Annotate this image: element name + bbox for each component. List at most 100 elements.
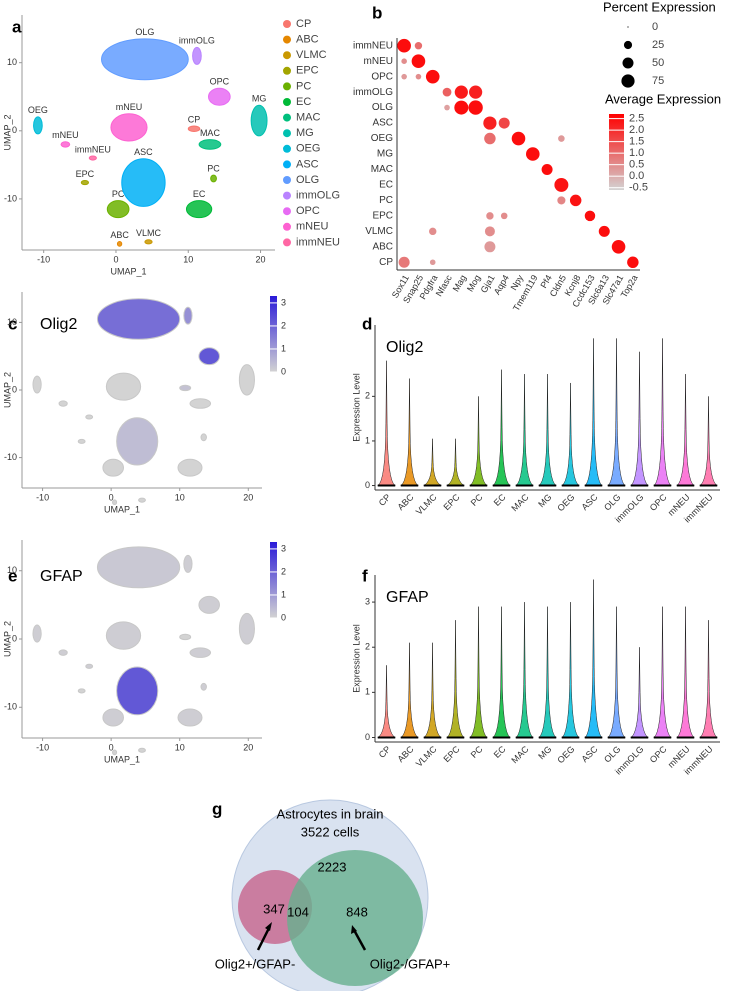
y-tick-label: 2 — [365, 642, 370, 652]
violin — [584, 338, 603, 486]
y-axis-label: Expression Level — [351, 373, 361, 442]
y-tick-label: MG — [377, 149, 393, 160]
cluster-label: MAC — [200, 128, 221, 138]
cluster — [138, 497, 146, 503]
legend-swatch — [283, 129, 291, 138]
y-tick-label: 3 — [365, 596, 370, 606]
dot — [468, 100, 483, 115]
x-tick-label: PC — [469, 492, 485, 508]
dot — [498, 117, 510, 129]
x-tick-label: ASC — [579, 492, 600, 513]
panel-title: Olig2 — [40, 316, 77, 333]
cluster — [116, 417, 159, 466]
cluster — [85, 414, 94, 420]
y-tick-label: OEG — [371, 133, 393, 144]
dot — [569, 194, 582, 207]
color-legend-label: 0.0 — [629, 170, 644, 182]
cluster-label: PC — [112, 189, 125, 199]
color-legend-title: Average Expression — [605, 91, 721, 106]
legend-swatch — [283, 35, 291, 44]
y-tick-label: CP — [379, 257, 393, 268]
x-tick-label: 0 — [113, 254, 118, 264]
y-tick-label: mNEU — [364, 56, 393, 67]
color-legend-label: 2.5 — [629, 113, 644, 125]
y-tick-label: OPC — [371, 71, 393, 82]
colorbar — [270, 296, 277, 372]
dot — [554, 177, 569, 192]
y-tick-label: OLG — [372, 102, 393, 113]
size-legend-label: 0 — [652, 21, 658, 33]
cluster — [179, 633, 192, 641]
violin — [630, 351, 649, 486]
y-tick-label: VLMC — [365, 226, 393, 237]
cluster-label: EC — [193, 189, 206, 199]
arrow — [352, 929, 367, 951]
cluster — [185, 200, 213, 219]
color-legend-label: 0.5 — [629, 159, 644, 171]
size-legend-dot — [623, 40, 633, 50]
cluster — [101, 38, 189, 81]
legend-label: mNEU — [296, 221, 328, 233]
x-tick-label: PC — [469, 744, 485, 760]
arrow — [256, 925, 272, 951]
legend-label: MG — [296, 127, 314, 139]
x-tick-label: Mag — [451, 273, 468, 293]
dot — [429, 259, 436, 266]
y-tick-label: -10 — [4, 193, 17, 203]
violin — [538, 606, 557, 738]
legend-label: immNEU — [296, 236, 340, 248]
y-tick-label: 0 — [12, 633, 17, 643]
size-legend-label: 75 — [652, 75, 664, 87]
cluster — [138, 747, 146, 753]
cluster — [207, 87, 231, 106]
dot — [454, 100, 469, 115]
legend-label: immOLG — [296, 190, 340, 202]
x-tick-label: MG — [536, 744, 553, 761]
cluster — [177, 458, 203, 477]
dot — [483, 116, 497, 130]
cluster — [112, 749, 118, 756]
dot — [442, 87, 452, 97]
legend-swatch — [283, 66, 291, 75]
legend-swatch — [283, 191, 291, 200]
violin — [676, 606, 695, 738]
x-tick-label: OEG — [555, 492, 576, 513]
legend-label: MAC — [296, 112, 321, 124]
cluster-label: CP — [188, 114, 201, 124]
cluster — [198, 347, 220, 366]
y-tick-label: 10 — [7, 57, 17, 67]
colorbar-label: 2 — [281, 566, 286, 576]
legend-label: OPC — [296, 205, 320, 217]
dot — [500, 212, 508, 220]
color-legend-bar — [609, 114, 624, 190]
x-tick-label: MAC — [509, 744, 531, 766]
size-legend-label: 50 — [652, 57, 664, 69]
x-axis-label: UMAP_1 — [104, 504, 140, 514]
y-tick-label: 0 — [12, 384, 17, 394]
colorbar-label: 0 — [281, 612, 286, 622]
x-tick-label: OLG — [602, 492, 623, 513]
color-legend-label: 2.0 — [629, 124, 644, 136]
dot — [484, 226, 495, 237]
legend-swatch — [283, 82, 291, 91]
legend-swatch — [283, 144, 291, 153]
dot — [444, 104, 450, 111]
legend-label: CP — [296, 18, 311, 30]
y-tick-label: PC — [379, 195, 393, 206]
colorbar-label: 2 — [281, 320, 286, 330]
y-tick-label: EPC — [372, 211, 393, 222]
legend-swatch — [283, 238, 291, 247]
size-legend-label: 25 — [652, 39, 664, 51]
y-tick-label: immOLG — [353, 87, 393, 98]
panel-letter: c — [8, 314, 17, 333]
cluster — [210, 174, 217, 183]
panel-letter: d — [362, 314, 372, 333]
legend-label: OLG — [296, 174, 319, 186]
legend-swatch — [283, 113, 291, 122]
cluster — [200, 433, 207, 442]
cluster — [116, 240, 123, 247]
cluster-label: MG — [252, 94, 267, 104]
cluster — [192, 46, 202, 65]
cluster — [77, 688, 86, 694]
violin — [699, 620, 718, 738]
